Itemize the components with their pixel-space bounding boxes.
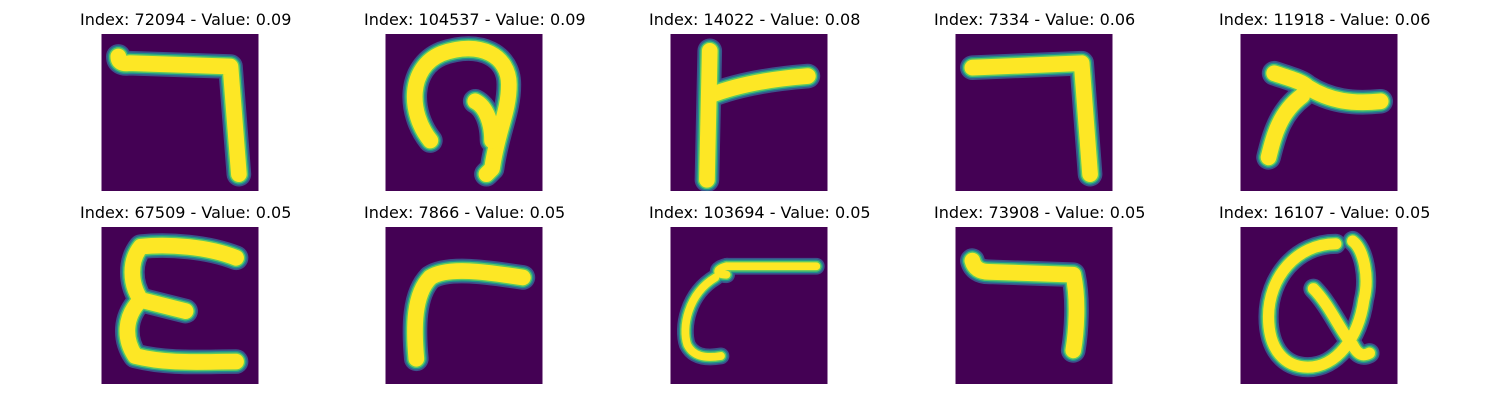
glyph-stroke (1262, 235, 1372, 373)
glyph-strokes (676, 257, 825, 366)
glyph-image (1240, 227, 1398, 384)
glyph-strokes (1258, 230, 1380, 378)
glyph-strokes (402, 258, 536, 372)
glyph-stroke (422, 263, 531, 286)
panel-6: Index: 67509 - Value: 0.05 (80, 203, 292, 393)
glyph-strokes (105, 44, 252, 187)
panel-title: Index: 7866 - Value: 0.05 (364, 203, 566, 222)
glyph-stroke (1266, 65, 1389, 111)
panel-title: Index: 14022 - Value: 0.08 (649, 10, 861, 29)
panel-8: Index: 103694 - Value: 0.05 (649, 203, 871, 393)
panel-title: Index: 73908 - Value: 0.05 (934, 203, 1146, 222)
panel-2: Index: 104537 - Value: 0.09 (364, 10, 586, 200)
glyph-stroke (701, 68, 816, 104)
glyph-image (955, 34, 1113, 191)
glyph-stroke (110, 48, 247, 183)
glyph-image (670, 34, 828, 191)
glyph-strokes (402, 36, 522, 187)
panel-3: Index: 14022 - Value: 0.08 (649, 10, 861, 200)
image-background (670, 34, 828, 191)
glyph-strokes (1256, 60, 1394, 170)
glyph-stroke (714, 262, 731, 279)
panel-10: Index: 16107 - Value: 0.05 (1219, 203, 1431, 393)
panel-title: Index: 72094 - Value: 0.09 (80, 10, 292, 29)
glyph-stroke (119, 237, 244, 370)
panel-1: Index: 72094 - Value: 0.09 (80, 10, 292, 200)
panel-title: Index: 103694 - Value: 0.05 (649, 203, 871, 222)
panel-title: Index: 16107 - Value: 0.05 (1219, 203, 1431, 222)
panel-4: Index: 7334 - Value: 0.06 (934, 10, 1136, 200)
glyph-strokes (959, 248, 1089, 363)
glyph-image (670, 227, 828, 384)
glyph-stroke (1307, 283, 1376, 361)
glyph-strokes (959, 50, 1103, 187)
glyph-stroke (467, 93, 500, 149)
glyph-image (101, 34, 259, 191)
glyph-image (385, 34, 543, 191)
glyph-stroke (964, 55, 1098, 183)
panel-7: Index: 7866 - Value: 0.05 (364, 203, 566, 393)
glyph-stroke (964, 252, 1085, 359)
glyph-image (1240, 34, 1398, 191)
glyph-stroke (681, 273, 725, 361)
glyph-image (385, 227, 543, 384)
panel-title: Index: 11918 - Value: 0.06 (1219, 10, 1431, 29)
glyph-stroke (407, 269, 439, 367)
panel-5: Index: 11918 - Value: 0.06 (1219, 10, 1431, 200)
glyph-stroke (699, 42, 718, 188)
glyph-image (955, 227, 1113, 384)
panel-9: Index: 73908 - Value: 0.05 (934, 203, 1146, 393)
panel-title: Index: 7334 - Value: 0.06 (934, 10, 1136, 29)
glyph-image (101, 227, 259, 384)
glyph-stroke (1260, 87, 1311, 166)
glyph-stroke (406, 40, 517, 183)
panel-title: Index: 104537 - Value: 0.09 (364, 10, 586, 29)
panel-title: Index: 67509 - Value: 0.05 (80, 203, 292, 222)
glyph-strokes (694, 38, 821, 191)
glyph-strokes (115, 233, 249, 375)
